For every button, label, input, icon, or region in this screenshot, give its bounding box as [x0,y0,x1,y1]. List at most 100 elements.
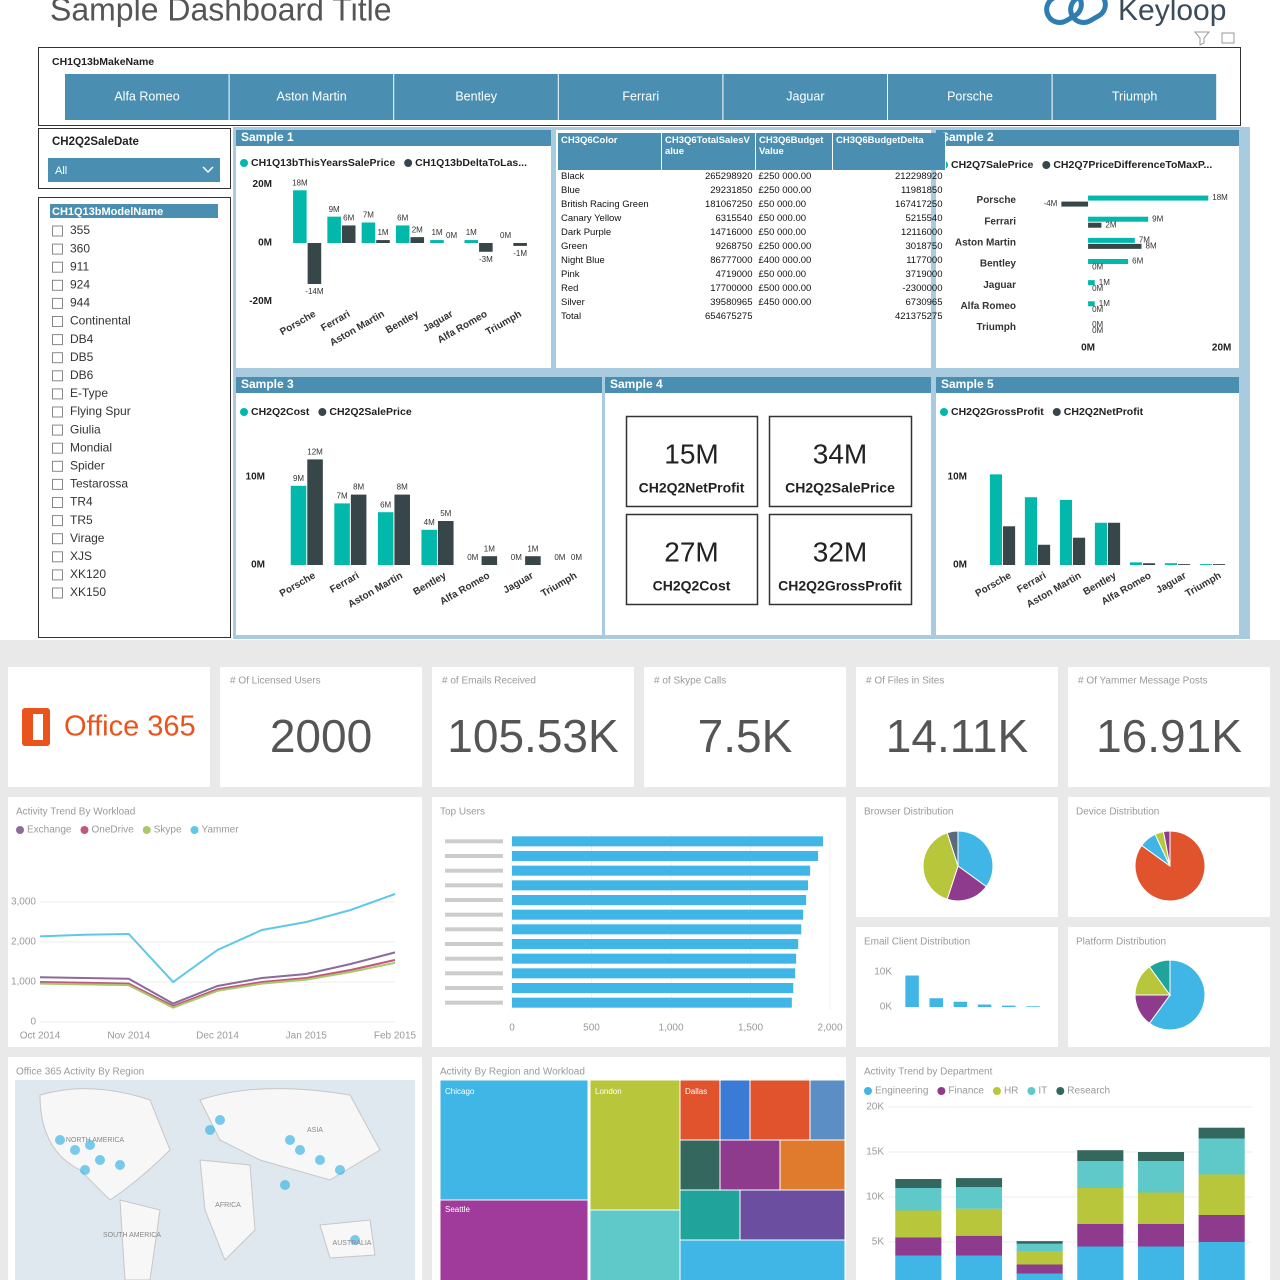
checkbox[interactable] [52,225,63,237]
legend-dot [1027,1087,1036,1095]
legend-dot [318,408,327,416]
checkbox[interactable] [52,279,63,291]
table-cell: £500 000.00 [758,283,812,294]
make-button[interactable] [229,74,394,120]
data-label: 1M [1099,278,1110,287]
checkbox[interactable] [52,316,63,327]
kpi-value: 16.91K [1096,710,1242,762]
focus-icon[interactable] [1221,32,1235,44]
x-tick-label: 0M [1081,343,1095,354]
checkbox[interactable] [52,243,63,255]
bar-segment [895,1210,942,1238]
bar [512,924,802,935]
bar [953,1001,968,1007]
checkbox[interactable] [52,515,63,527]
legend-label: Exchange [27,825,72,836]
tile-title: Activity Trend By Workload [16,807,135,818]
checkbox[interactable] [52,388,63,400]
tile [220,667,422,787]
data-label: 0M [467,553,478,562]
bar-segment [1077,1150,1124,1161]
date-dropdown[interactable] [48,158,220,182]
legend-label: HR [1004,1086,1018,1097]
make-button[interactable] [723,74,887,120]
panel-title: Sample 2 [941,130,994,144]
make-button[interactable] [558,74,723,120]
checkbox[interactable] [52,551,63,563]
y-tick-label: 3,000 [11,897,36,908]
data-label: 2M [412,225,423,234]
table-cell: 14716000 [710,227,753,238]
bar [350,494,367,565]
checkbox[interactable] [52,424,63,436]
kpi-card [768,513,913,606]
bar-segment [895,1255,942,1280]
legend-label: Finance [948,1086,984,1097]
bar [512,997,792,1008]
checkbox[interactable] [52,587,63,599]
data-label: 0M [500,231,511,240]
table-cell: 654675275 [704,311,753,322]
make-button[interactable] [888,74,1052,120]
treemap-cell [589,1209,681,1280]
bar [1061,201,1089,207]
x-tick-label: 1,000 [658,1023,683,1034]
make-slicer-label: CH1Q13bMakeName [52,56,154,68]
data-label: 8M [397,483,408,492]
map-label: AUSTRALIA [333,1240,372,1247]
bar-segment [1137,1246,1185,1280]
checkbox[interactable] [52,370,63,382]
checkbox[interactable] [52,352,63,364]
map-dot [215,1115,225,1125]
kpi-label: # Of Files in Sites [866,676,944,687]
y-tick-label: 5K [872,1237,885,1248]
kpi-value: 105.53K [447,710,619,762]
checkbox[interactable] [52,533,63,545]
treemap-label: London [595,1087,622,1096]
kpi-value: 15M [664,438,718,469]
checkbox[interactable] [52,297,63,309]
model-slicer-box [38,197,231,638]
bar-segment [895,1188,942,1211]
checkbox[interactable] [52,406,63,418]
make-button[interactable] [65,74,229,120]
legend-label: Yammer [202,825,240,836]
table-cell: 5215540 [905,213,943,224]
make-button[interactable] [1052,74,1217,120]
table-cell: Dark Purple [561,227,612,238]
checkbox[interactable] [52,569,63,581]
model-slicer-header [50,204,218,218]
kpi-value: 27M [664,536,718,567]
checkbox[interactable] [52,261,63,273]
bar [1088,259,1129,264]
make-button[interactable] [394,74,558,120]
checkbox[interactable] [52,478,63,490]
checkbox[interactable] [52,497,63,508]
bar [438,521,454,565]
pie-slice [946,865,988,902]
legend-dot [240,408,248,416]
y-tick-label: Ferrari [984,216,1016,227]
table-cell: Night Blue [561,255,605,266]
checkbox[interactable] [52,442,63,454]
table-cell: 39580965 [710,297,753,308]
y-tick-label: 20K [866,1102,884,1113]
table-row: Total 654675275 421375275 [558,310,946,324]
data-label: 0M [1092,305,1103,314]
legend-dot [16,826,24,834]
checkbox[interactable] [52,334,63,346]
y-tick-label: 0M [251,560,265,571]
bar [395,225,410,243]
checkbox[interactable] [52,460,63,472]
data-label: 6M [1132,257,1143,266]
tile-title: Browser Distribution [864,807,953,818]
table-row: British Racing Green 181067250 £50 000.00 1… [558,198,946,212]
bar [512,851,819,861]
table-cell: Pink [561,269,580,280]
model-item: Spider [70,458,105,472]
user-name-placeholder [445,883,503,888]
legend-label: CH2Q2NetProfit [1064,406,1144,418]
bar [341,225,356,243]
user-name-placeholder [445,854,503,858]
